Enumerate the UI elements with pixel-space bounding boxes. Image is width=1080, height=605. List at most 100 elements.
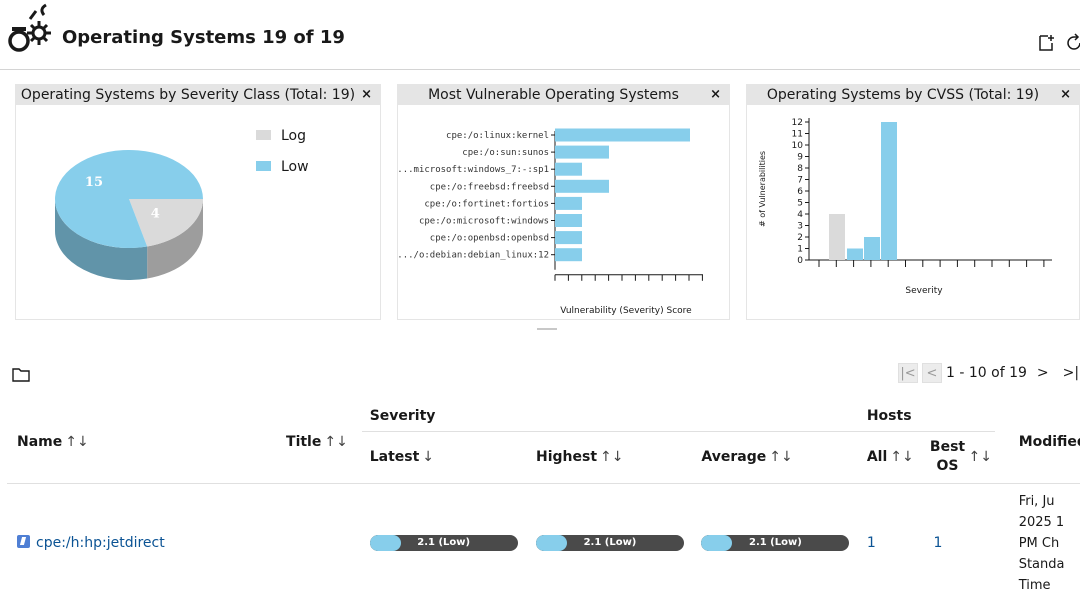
severity-pie-chart: 4 15 Log Low xyxy=(55,128,309,280)
severity-class-panel: Operating Systems by Severity Class (Tot… xyxy=(15,84,381,320)
panel-header[interactable]: Operating Systems by Severity Class (Tot… xyxy=(16,85,380,105)
most-vulnerable-chart: cpe:/o:linux:kernel cpe:/o:sun:sunos ...mi… xyxy=(398,128,703,316)
new-icon[interactable] xyxy=(1037,33,1057,53)
y-tick-label: 2 xyxy=(797,233,803,243)
table-row: cpe:/h:hp:jetdirect 2.1 (Low) 2.1 (Low) … xyxy=(7,483,1080,603)
title-cell xyxy=(284,483,362,603)
legend-swatch-log xyxy=(256,130,271,140)
latest-column-header[interactable]: Latest ↓ xyxy=(361,431,528,484)
all-hosts-column-header[interactable]: All ↑↓ xyxy=(858,431,922,484)
category-label: cpe:/o:linux:kernel xyxy=(446,131,549,141)
name-column-header[interactable]: Name ↑↓ xyxy=(7,401,285,484)
close-icon[interactable]: × xyxy=(1060,87,1071,102)
pie-side-log xyxy=(147,199,203,279)
average-column-header[interactable]: Average ↑↓ xyxy=(693,431,859,484)
bar xyxy=(881,122,897,260)
category-label: cpe:/o:freebsd:freebsd xyxy=(430,182,549,192)
previous-page-button[interactable]: < xyxy=(922,363,942,383)
bar xyxy=(555,128,690,142)
y-tick-label: 12 xyxy=(792,118,803,128)
average-cell: 2.1 (Low) xyxy=(693,483,858,603)
y-tick-label: 11 xyxy=(792,130,803,140)
close-icon[interactable]: × xyxy=(710,87,721,102)
y-tick-label: 0 xyxy=(797,256,803,266)
bar xyxy=(555,214,582,227)
category-label: ...microsoft:windows_7:-:sp1 xyxy=(398,165,549,175)
x-axis-label: Severity xyxy=(905,286,943,296)
category-label: cpe:/o:sun:sunos xyxy=(462,148,549,158)
pie-slice-log xyxy=(129,199,203,247)
legend-swatch-low xyxy=(256,161,271,171)
modified-column-header[interactable]: Modified xyxy=(994,401,1080,484)
reset-icon[interactable] xyxy=(1064,33,1080,53)
y-tick-label: 7 xyxy=(797,176,803,186)
y-tick-label: 4 xyxy=(797,210,803,220)
highest-column-header[interactable]: Highest ↑↓ xyxy=(527,431,694,484)
y-tick-label: 6 xyxy=(797,187,803,197)
pie-slice-low xyxy=(55,149,203,248)
y-tick-label: 1 xyxy=(797,245,803,255)
legend-label-low: Low xyxy=(281,159,309,175)
last-page-button[interactable]: >| xyxy=(1062,365,1080,381)
sort-down-icon[interactable]: ↓ xyxy=(422,449,435,465)
panel-title: Operating Systems by Severity Class (Tot… xyxy=(20,87,356,103)
cvss-panel: Operating Systems by CVSS (Total: 19) × … xyxy=(746,84,1080,320)
sort-icon[interactable]: ↑↓ xyxy=(769,449,793,465)
resize-handle[interactable] xyxy=(537,328,557,330)
severity-bar: 2.1 (Low) xyxy=(535,535,684,552)
y-tick-label: 3 xyxy=(797,222,803,232)
os-table: Name↑↓ Title↑↓ Severity Hosts Modified L… xyxy=(7,401,1080,603)
best-os-column-header[interactable]: Best OS↑↓ xyxy=(921,431,995,484)
highest-cell: 2.1 (Low) xyxy=(528,483,693,603)
legend-label-log: Log xyxy=(281,128,306,144)
bar xyxy=(864,237,880,260)
category-label: cpe:/o:microsoft:windows xyxy=(419,217,549,227)
sort-icon[interactable]: ↑↓ xyxy=(600,449,624,465)
hosts-group-header: Hosts xyxy=(858,401,995,432)
severity-bar: 2.1 (Low) xyxy=(701,535,850,552)
best-os-link[interactable]: 1 xyxy=(933,535,943,552)
bar xyxy=(555,162,582,176)
sort-icon[interactable]: ↑↓ xyxy=(890,449,914,465)
pie-value-label: 15 xyxy=(85,175,103,190)
best-os-cell: 1 xyxy=(922,483,995,603)
y-tick-label: 9 xyxy=(797,153,803,163)
close-icon[interactable]: × xyxy=(361,87,372,102)
panel-title: Most Vulnerable Operating Systems xyxy=(428,87,679,103)
page-title: Operating Systems 19 of 19 xyxy=(62,27,345,48)
x-axis-label: Vulnerability (Severity) Score xyxy=(560,306,692,316)
title-column-header[interactable]: Title ↑↓ xyxy=(284,401,362,484)
cpe-icon xyxy=(17,535,30,549)
bar xyxy=(555,179,609,193)
operating-system-icon xyxy=(8,3,51,52)
panel-header[interactable]: Most Vulnerable Operating Systems × xyxy=(398,85,729,105)
panel-header[interactable]: Operating Systems by CVSS (Total: 19) × xyxy=(747,85,1079,105)
y-axis-label: # of Vulnerabilities xyxy=(758,151,767,227)
bar xyxy=(555,196,582,210)
next-page-button[interactable]: > xyxy=(1036,365,1049,381)
bar xyxy=(555,231,582,245)
y-tick-label: 8 xyxy=(797,164,803,174)
pie-side-low xyxy=(55,199,148,280)
sort-icon[interactable]: ↑↓ xyxy=(324,433,348,450)
sort-icon[interactable]: ↑↓ xyxy=(968,449,992,465)
bar xyxy=(829,214,845,260)
cpe-link[interactable]: cpe:/h:hp:jetdirect xyxy=(36,535,165,552)
category-label: cpe:/o:openbsd:openbsd xyxy=(430,234,549,244)
y-tick-label: 5 xyxy=(797,199,803,209)
sort-icon[interactable]: ↑↓ xyxy=(65,433,89,450)
bar xyxy=(555,248,582,262)
latest-cell: 2.1 (Low) xyxy=(362,483,528,603)
page-range: 1 - 10 of 19 xyxy=(946,365,1027,381)
first-page-button[interactable]: |< xyxy=(898,363,918,383)
folder-icon[interactable] xyxy=(12,366,30,382)
all-hosts-link[interactable]: 1 xyxy=(866,535,876,552)
pagination: |< < 1 - 10 of 19 > >| xyxy=(898,362,1079,384)
modified-date: Fri, Ju 2025 1 PM Ch Standa Time xyxy=(1018,493,1065,593)
bar xyxy=(555,145,609,159)
y-tick-label: 10 xyxy=(792,141,804,151)
modified-cell: Fri, Ju 2025 1 PM Ch Standa Time xyxy=(995,483,1080,603)
category-label: cpe:/o:fortinet:fortios xyxy=(424,199,549,209)
all-hosts-cell: 1 xyxy=(859,483,922,603)
